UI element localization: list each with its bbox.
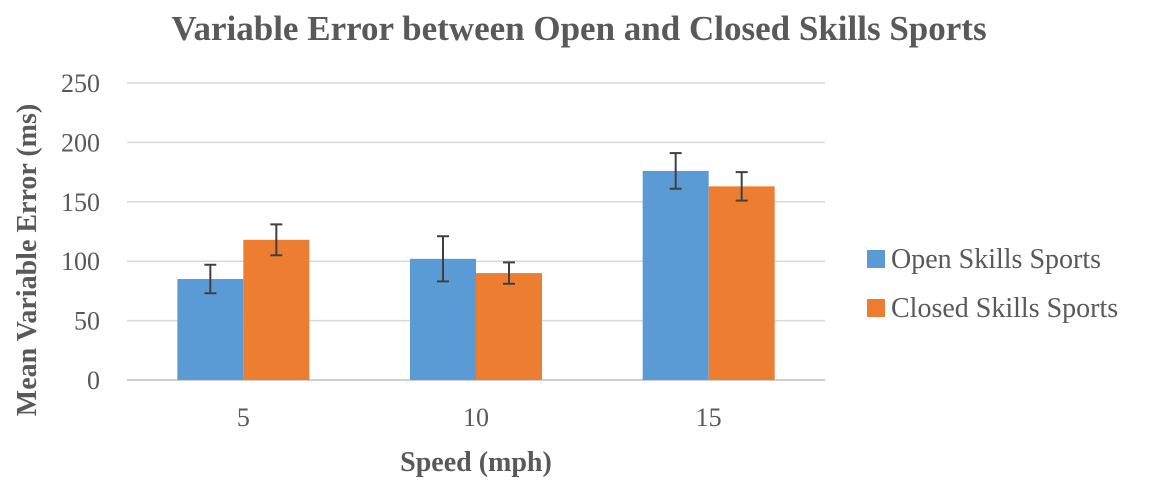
bar	[476, 273, 542, 380]
legend-label: Closed Skills Sports	[891, 293, 1118, 324]
legend: Open Skills Sports Closed Skills Sports	[867, 244, 1118, 324]
y-tick-label: 150	[61, 188, 100, 217]
x-axis-title: Speed (mph)	[400, 447, 552, 478]
y-axis-title: Mean Variable Error (ms)	[12, 104, 43, 416]
error-bar	[437, 235, 449, 283]
y-tick-label: 250	[61, 69, 100, 98]
legend-item: Closed Skills Sports	[867, 293, 1118, 324]
x-tick-labels: 5 10 15	[237, 403, 722, 432]
x-tick-label: 5	[237, 403, 250, 432]
y-tick-label: 100	[61, 247, 100, 276]
legend-item: Open Skills Sports	[867, 244, 1101, 275]
bar	[243, 239, 310, 380]
error-bars	[204, 152, 748, 295]
y-tick-labels: 0 50 100 150 200 250	[61, 69, 100, 395]
legend-swatch	[867, 250, 885, 268]
bar	[177, 279, 244, 380]
chart-title: Variable Error between Open and Closed S…	[171, 9, 986, 48]
error-bar	[735, 171, 748, 202]
error-bar	[270, 223, 283, 257]
y-tick-label: 0	[87, 366, 100, 395]
error-bar	[669, 152, 682, 190]
legend-label: Open Skills Sports	[891, 244, 1101, 275]
bar	[708, 186, 775, 380]
y-tick-label: 200	[61, 128, 100, 157]
y-tick-label: 50	[74, 307, 100, 336]
error-bar	[204, 263, 217, 295]
legend-swatch	[867, 299, 885, 317]
x-tick-label: 15	[696, 403, 722, 432]
bar	[642, 170, 709, 380]
x-tick-label: 10	[463, 403, 489, 432]
bars	[177, 170, 775, 380]
error-bar	[503, 261, 515, 285]
